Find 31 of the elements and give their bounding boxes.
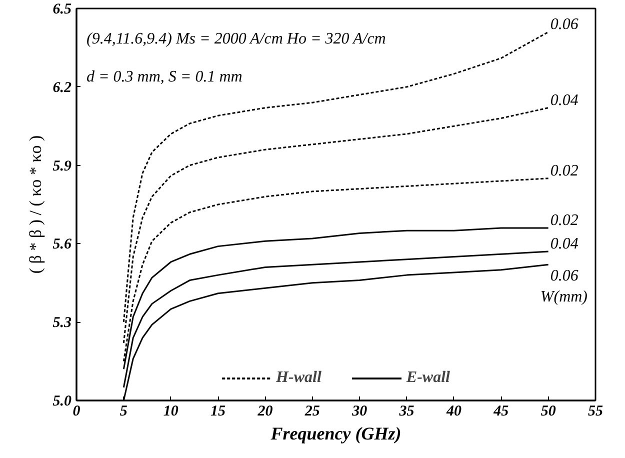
annotation: 0.02: [550, 212, 578, 230]
y-tick-label: 5.3: [52, 315, 72, 332]
annotation: 0.02: [550, 162, 578, 180]
x-tick-label: 0: [72, 404, 81, 420]
y-tick-label: 5.9: [52, 158, 72, 174]
annotation: W(mm): [540, 288, 588, 306]
x-tick-label: 15: [210, 404, 226, 420]
x-tick-label: 40: [445, 404, 462, 420]
x-tick-label: 50: [540, 404, 556, 420]
x-tick-label: 35: [398, 404, 415, 420]
annotation: 0.04: [550, 236, 578, 253]
annotation: 0.06: [550, 16, 578, 34]
x-tick-label: 45: [492, 404, 510, 420]
x-tick-label: 5: [120, 404, 128, 420]
legend-label: H-wall: [276, 369, 322, 387]
annotation: 0.04: [550, 92, 578, 109]
annotation: d = 0.3 mm, S = 0.1 mm: [86, 68, 242, 86]
x-tick-label: 10: [163, 404, 179, 420]
y-axis-title: ( β * β ) / ( κo * κo ): [26, 135, 45, 274]
y-tick-label: 5.6: [52, 236, 72, 253]
y-tick-label: 5.0: [52, 394, 72, 410]
x-tick-label: 25: [304, 404, 320, 420]
x-tick-label: 20: [256, 404, 274, 420]
annotation: (9.4,11.6,9.4) Ms = 2000 A/cm Ho = 320 A/cm: [86, 30, 386, 48]
x-tick-label: 30: [351, 404, 368, 420]
x-axis-title: Frequency (GHz): [270, 424, 402, 444]
y-tick-label: 6.2: [52, 80, 72, 96]
annotation: 0.06: [550, 268, 578, 285]
legend-label: E-wall: [406, 369, 450, 387]
x-tick-label: 55: [588, 404, 604, 420]
y-tick-label: 6.5: [52, 2, 72, 18]
